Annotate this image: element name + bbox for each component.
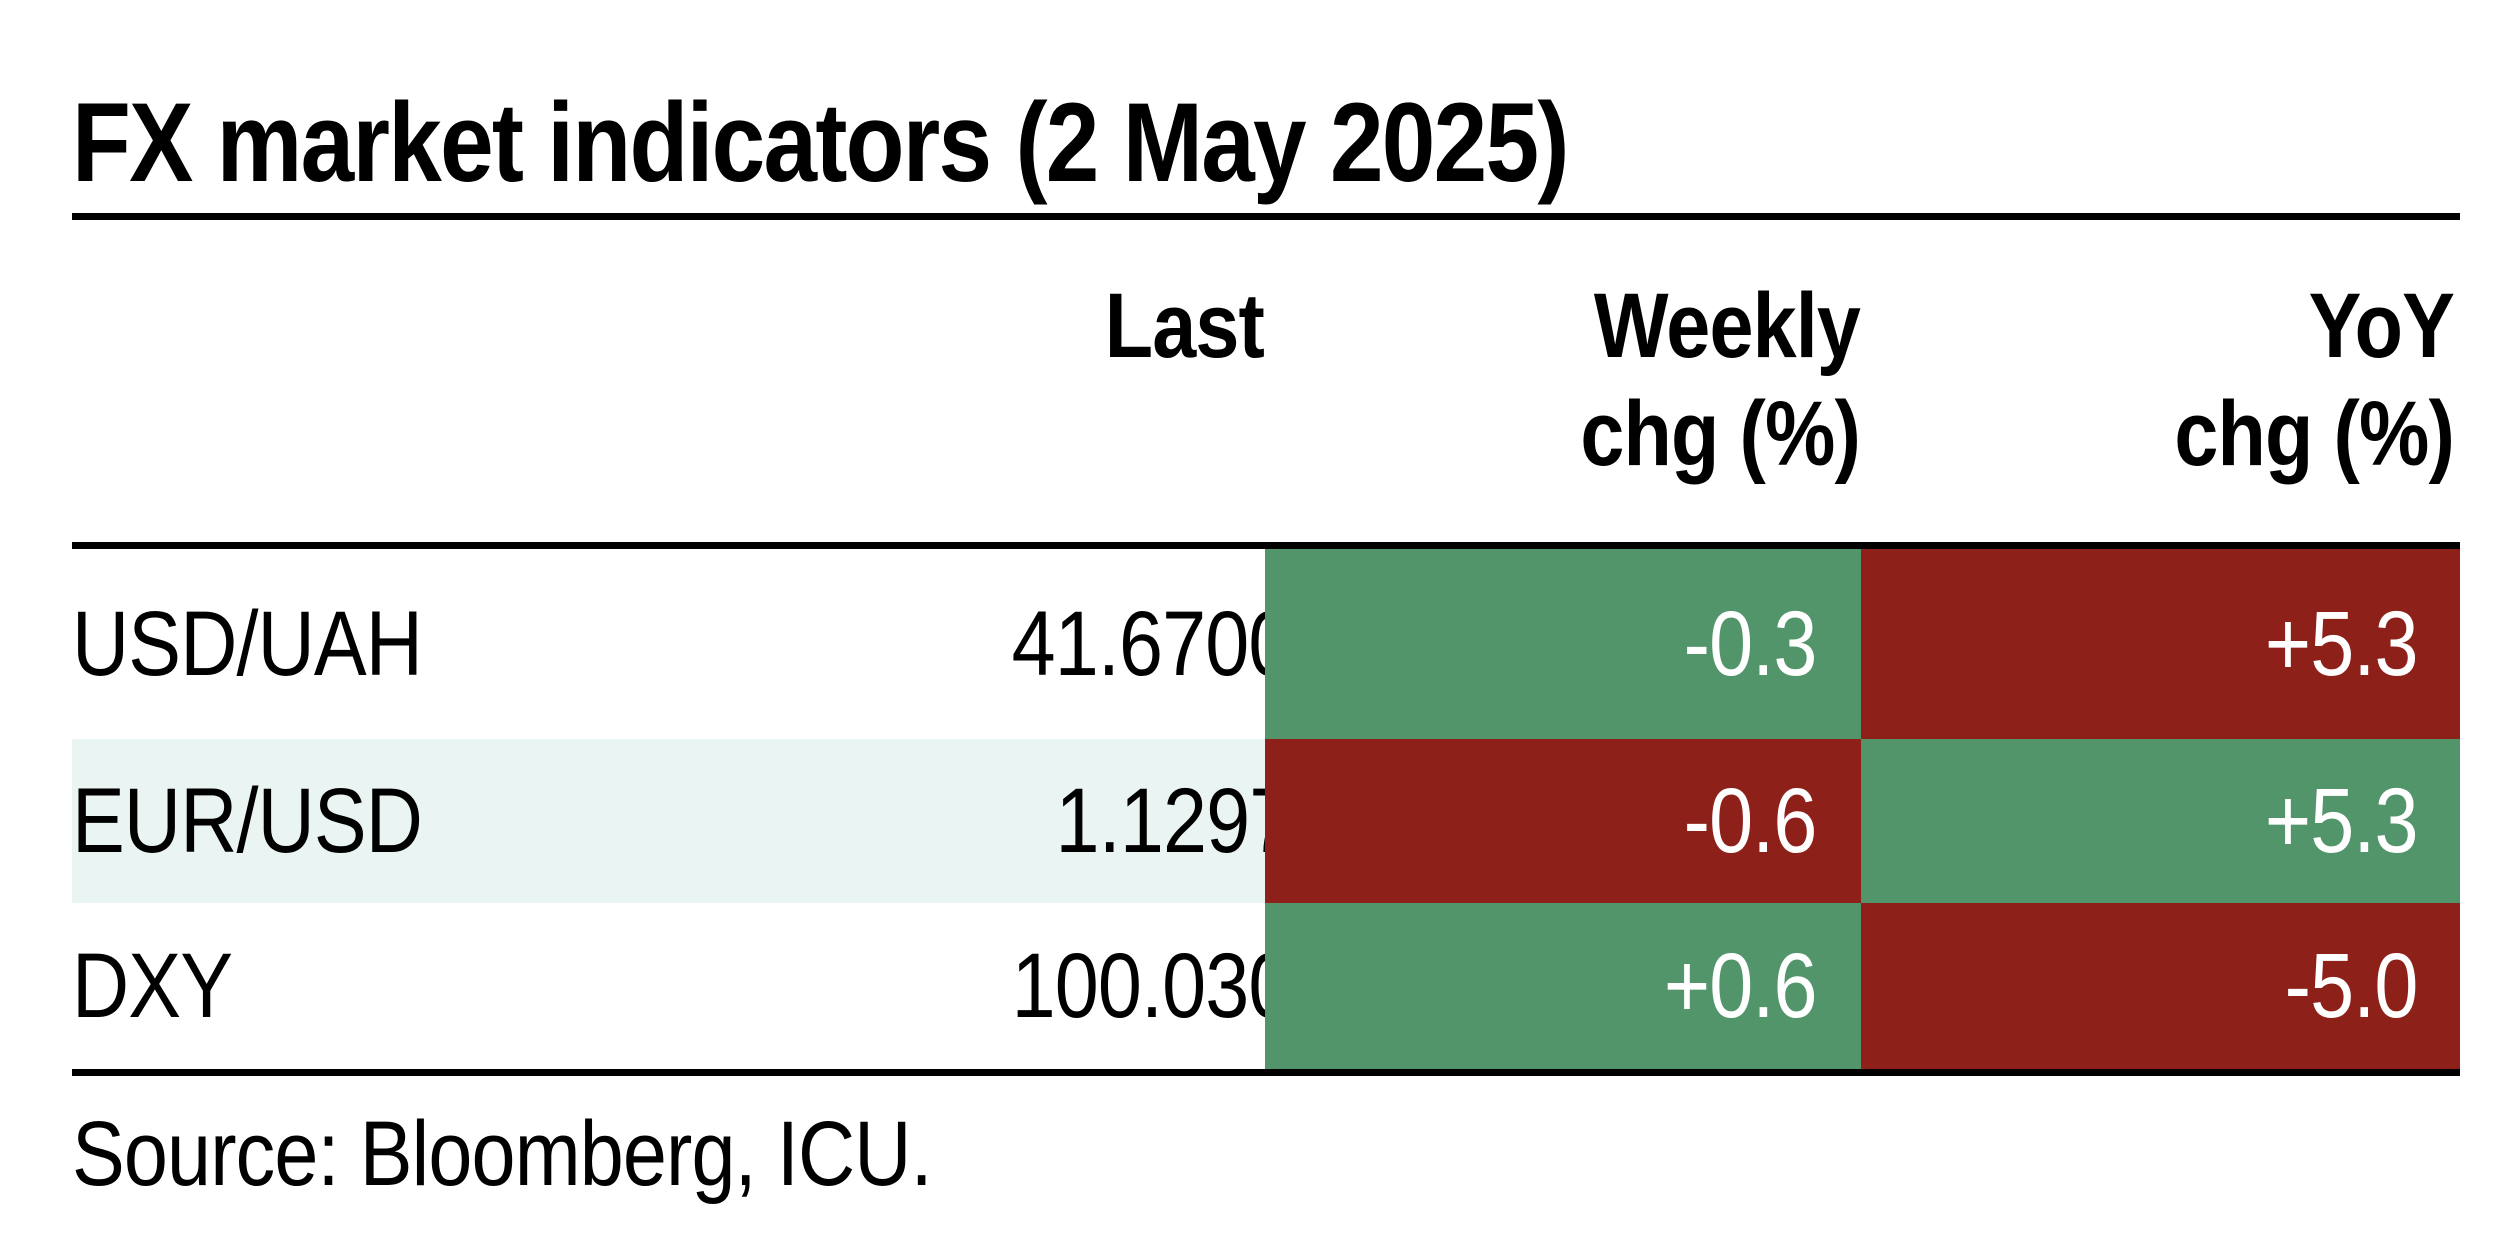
chart-title: FX market indicators (2 May 2025)	[72, 80, 1569, 205]
pair-cell: EUR/USD	[72, 739, 772, 903]
weekly-change-cell-value: -0.6	[1684, 769, 1818, 872]
table-row: DXY 100.030 +0.6 -5.0	[72, 903, 2460, 1069]
last-cell-value: 41.6700	[1012, 592, 1293, 695]
yoy-change-cell-value: +5.3	[2265, 592, 2419, 695]
top-rule	[72, 213, 2460, 220]
last-cell: 41.6700	[772, 549, 1293, 739]
yoy-change-cell-value: -5.0	[2285, 934, 2419, 1037]
header-yoy-line1: YoY	[2308, 275, 2455, 377]
weekly-change-cell-value: -0.3	[1684, 592, 1818, 695]
header-yoy-change: YoY chg (%)	[2024, 272, 2455, 488]
pair-cell: DXY	[72, 903, 772, 1069]
last-cell: 100.030	[772, 903, 1293, 1069]
weekly-change-cell: -0.3	[1265, 549, 1861, 739]
table-row: USD/UAH 41.6700 -0.3 +5.3	[72, 549, 2460, 739]
header-last: Last	[834, 272, 1265, 380]
last-cell-value: 100.030	[1012, 934, 1293, 1037]
header-rule	[72, 542, 2460, 549]
last-cell-value: 1.1297	[1055, 769, 1293, 872]
bottom-rule	[72, 1069, 2460, 1076]
yoy-change-cell: +5.3	[1861, 739, 2460, 903]
weekly-change-cell: +0.6	[1265, 903, 1861, 1069]
header-weekly-line1: Weekly	[1593, 275, 1861, 377]
source-note: Source: Bloomberg, ICU.	[72, 1103, 933, 1205]
pair-cell-value: USD/UAH	[72, 592, 423, 695]
yoy-change-cell: -5.0	[1861, 903, 2460, 1069]
weekly-change-cell: -0.6	[1265, 739, 1861, 903]
pair-cell: USD/UAH	[72, 549, 772, 739]
header-weekly-line2: chg (%)	[1580, 383, 1861, 485]
pair-cell-value: EUR/USD	[72, 769, 423, 872]
header-last-label: Last	[1104, 275, 1265, 377]
yoy-change-cell-value: +5.3	[2265, 769, 2419, 872]
table-row: EUR/USD 1.1297 -0.6 +5.3	[72, 739, 2460, 903]
last-cell: 1.1297	[772, 739, 1293, 903]
header-yoy-line2: chg (%)	[2174, 383, 2455, 485]
yoy-change-cell: +5.3	[1861, 549, 2460, 739]
pair-cell-value: DXY	[72, 934, 233, 1037]
header-weekly-change: Weekly chg (%)	[1430, 272, 1861, 488]
weekly-change-cell-value: +0.6	[1664, 934, 1818, 1037]
